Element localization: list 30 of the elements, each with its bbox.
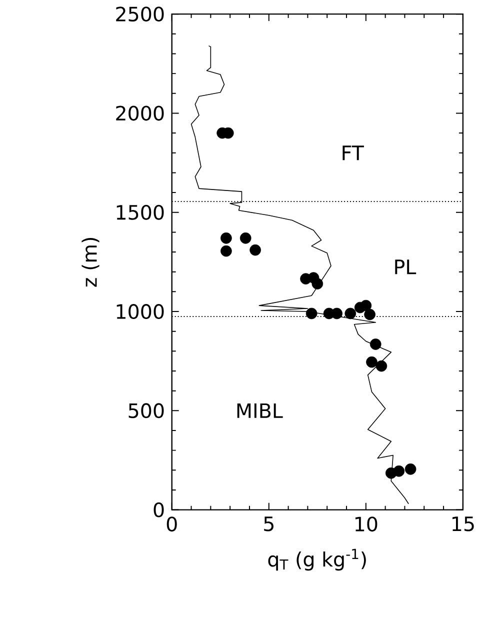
y-tick-label: 1000 (116, 304, 164, 319)
point (370, 338, 382, 350)
point (404, 463, 416, 475)
y-tick-label: 1500 (116, 204, 164, 220)
y-axis-title: z (m) (82, 238, 100, 287)
y-tick-label: 2000 (116, 106, 164, 121)
annotation: PL (395, 260, 416, 274)
point (306, 308, 318, 320)
x-tick-label: 0 (166, 516, 177, 532)
point (364, 308, 376, 320)
point (360, 300, 372, 312)
y-tick-label: 500 (128, 403, 164, 418)
x-tick-label: 5 (264, 516, 274, 532)
point (331, 308, 343, 320)
point (312, 278, 324, 290)
point (240, 232, 252, 244)
x-axis-title: q$_{T}$ (g kg$^{-1}$) (268, 548, 366, 571)
point (393, 465, 405, 477)
y-tick-label: 2500 (116, 6, 164, 22)
y-tick-label: 0 (154, 502, 164, 518)
point (220, 245, 232, 257)
x-tick-label: 15 (452, 516, 474, 532)
point (366, 356, 378, 368)
annotation: FT (342, 146, 364, 160)
point (250, 244, 262, 256)
point (220, 232, 232, 244)
annotation: MIBL (237, 403, 283, 418)
point (344, 308, 356, 320)
point (376, 360, 388, 372)
x-tick-label: 10 (356, 516, 378, 532)
